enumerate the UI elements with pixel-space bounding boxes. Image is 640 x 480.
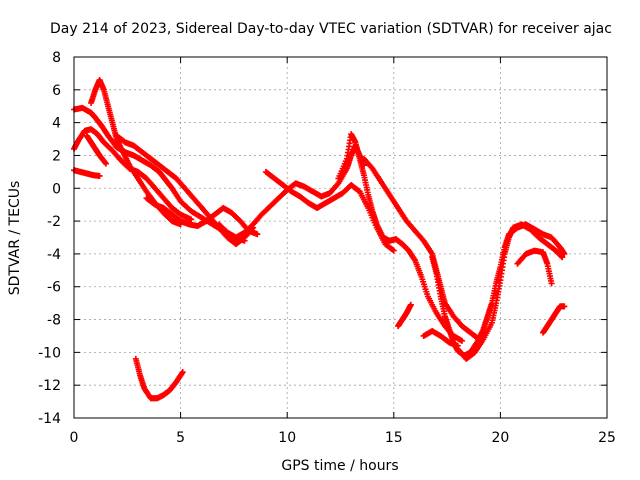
plus-marker xyxy=(390,247,397,254)
plus-marker xyxy=(389,246,396,253)
plus-marker xyxy=(96,172,103,179)
y-axis-label: SDTVAR / TECUs xyxy=(7,181,23,296)
y-tick-label: 8 xyxy=(52,50,61,66)
x-tick-label: 10 xyxy=(278,430,296,446)
series-track-15 xyxy=(395,301,414,330)
plus-marker xyxy=(102,160,109,167)
plus-marker xyxy=(188,216,195,223)
x-tick-label: 25 xyxy=(598,430,616,446)
y-tick-label: -2 xyxy=(47,214,61,230)
plus-marker xyxy=(254,231,261,238)
y-tick-label: -12 xyxy=(38,378,61,394)
series-track-5 xyxy=(83,132,109,167)
plus-marker xyxy=(548,280,555,287)
y-tick-label: -10 xyxy=(38,345,61,361)
x-tick-label: 15 xyxy=(385,430,403,446)
series-track-17 xyxy=(540,303,568,336)
plus-marker xyxy=(561,303,568,310)
series-track-4 xyxy=(71,167,103,179)
x-tick-label: 20 xyxy=(491,430,509,446)
x-tick-label: 0 xyxy=(70,430,79,446)
series-track-16 xyxy=(420,328,461,349)
plus-marker xyxy=(179,369,186,376)
data-points xyxy=(71,76,568,402)
y-tick-label: 2 xyxy=(52,148,61,164)
x-tick-label: 5 xyxy=(176,430,185,446)
series-track-6 xyxy=(113,132,257,248)
series-track-3 xyxy=(88,76,184,228)
y-tick-label: 4 xyxy=(52,116,61,132)
plus-marker xyxy=(407,301,414,308)
x-ticks: 0 5 10 15 20 25 xyxy=(70,57,616,446)
series-track-1 xyxy=(71,104,248,244)
plus-marker xyxy=(559,254,566,261)
plot-border xyxy=(73,56,608,419)
series-track-18 xyxy=(132,355,186,402)
series-track-9 xyxy=(262,168,397,254)
plus-marker xyxy=(454,342,461,349)
y-tick-label: 6 xyxy=(52,83,61,99)
plus-marker xyxy=(459,337,466,344)
series-track-13 xyxy=(454,221,566,362)
y-tick-label: -6 xyxy=(47,280,61,296)
x-axis-label: GPS time / hours xyxy=(281,458,398,474)
chart-title: Day 214 of 2023, Sidereal Day-to-day VTE… xyxy=(50,21,612,37)
y-tick-label: -8 xyxy=(47,313,61,329)
series-track-14 xyxy=(514,247,555,287)
y-ticks: -14 -12 -10 -8 -6 -4 -2 0 2 4 6 8 xyxy=(38,50,607,427)
y-tick-label: -4 xyxy=(47,247,61,263)
y-tick-label: 0 xyxy=(52,181,61,197)
y-tick-label: -14 xyxy=(38,411,61,427)
series-track-10 xyxy=(335,131,466,344)
